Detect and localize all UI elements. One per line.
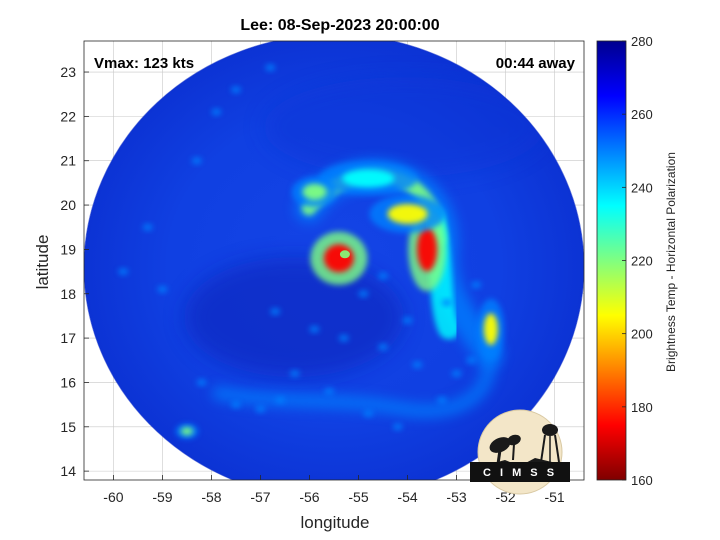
convective-cell [270,307,281,315]
y-axis-label: latitude [33,235,52,290]
convective-cell [466,356,477,364]
colorbar-tick-label: 200 [631,327,653,342]
colorbar-tick-label: 240 [631,180,653,195]
colorbar-label: Brightness Temp - Horizontal Polarizatio… [664,152,678,372]
convective-cell [338,334,349,342]
convective-cell [324,387,335,395]
convective-cell [157,285,168,293]
colorbar-tick-label: 260 [631,107,653,122]
colorbar-tick-label: 280 [631,34,653,49]
y-tick-label: 17 [60,330,76,346]
x-axis-ticks: -60 -59 -58 -57 -56 -55 -54 -53 -52 -51 [103,475,565,505]
convective-cell [142,223,153,231]
y-tick-label: 15 [60,419,76,435]
convective-cell [230,86,241,94]
x-tick-label: -51 [544,489,564,505]
convective-cell [378,343,389,351]
convective-cell [378,272,389,280]
southeast-band [483,313,498,346]
y-tick-label: 21 [60,153,76,169]
cimss-logo-text: C I M S S [483,467,557,479]
convective-cell [471,281,482,289]
southwest-cell [180,427,193,436]
convective-cell [255,405,266,413]
map-plot: -60 -59 -58 -57 -56 -55 -54 -53 -52 -51 141516171… [60,40,585,505]
time-away-label: 00:44 away [496,55,576,72]
convective-cell [441,299,452,307]
y-tick-label: 14 [60,463,76,479]
colorbar: 160 180 200 220 240 260 280 [596,34,653,488]
brightness-temperature-swath [84,41,584,480]
x-axis-label: longitude [300,513,369,532]
eastern-band-core [417,227,438,272]
north-band [342,169,395,188]
eye-ring [323,244,354,273]
eye-center [339,250,350,259]
northwest-band-tip [302,183,327,200]
convective-cell [265,64,276,72]
vmax-label: Vmax: 123 kts [94,55,194,72]
plot-frame [83,40,585,481]
figure-title: Lee: 08-Sep-2023 20:00:00 [240,17,439,34]
x-tick-label: -59 [152,489,172,505]
convective-cell [451,370,462,378]
y-tick-label: 18 [60,286,76,302]
colorbar-tick-label: 180 [631,400,653,415]
swath-dark-patch [264,77,544,178]
x-tick-label: -55 [348,489,368,505]
convective-cell [118,268,129,276]
convective-cell [363,409,374,417]
convective-cell [230,401,241,409]
x-tick-label: -57 [250,489,270,505]
swath-clipped-layer [84,41,584,480]
swath-dry-slot [184,257,404,378]
y-axis-ticks: 14 15 16 17 18 19 20 21 22 23 [60,64,89,479]
convective-cell [436,396,447,404]
convective-cell [275,396,286,404]
x-tick-label: -60 [103,489,123,505]
x-tick-label: -53 [446,489,466,505]
colorbar-tick-label: 160 [631,473,653,488]
northeast-band [387,203,428,224]
colorbar-bar [596,40,627,481]
convective-cell [196,378,207,386]
convective-cell [412,361,423,369]
cimss-logo: C I M S S [470,409,570,495]
convective-cell [191,157,202,165]
colorbar-ticks: 160 180 200 220 240 260 280 [622,34,653,488]
rainband-south-arc [211,346,497,418]
convective-cell [289,370,300,378]
x-tick-label: -54 [397,489,417,505]
x-tick-label: -58 [201,489,221,505]
y-tick-label: 22 [60,108,76,124]
x-tick-label: -56 [299,489,319,505]
convective-cell [392,423,403,431]
y-tick-label: 16 [60,374,76,390]
y-tick-label: 23 [60,64,76,80]
y-tick-label: 19 [60,241,76,257]
y-tick-label: 20 [60,197,76,213]
convective-cell [402,316,413,324]
convective-cell [358,290,369,298]
convective-cell [309,325,320,333]
convective-cell [211,108,222,116]
colorbar-tick-label: 220 [631,254,653,269]
